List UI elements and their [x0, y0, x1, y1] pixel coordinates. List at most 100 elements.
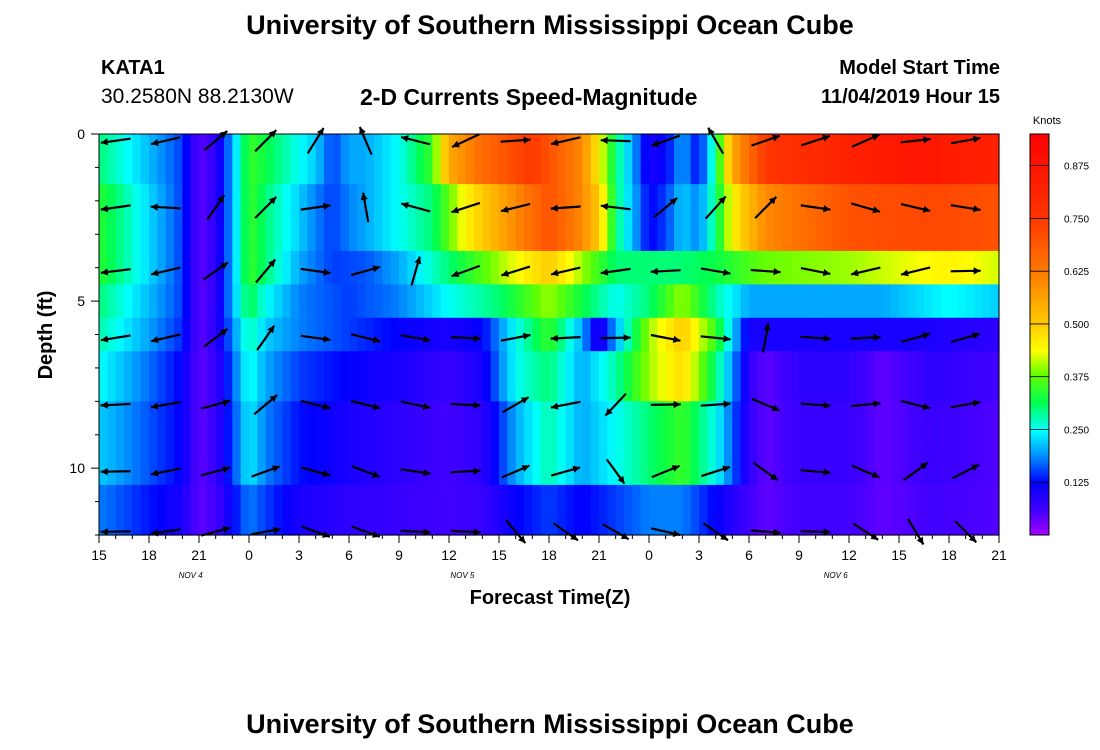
- date-label: NOV 5: [450, 571, 475, 580]
- heatmap-cell: [640, 484, 650, 536]
- heatmap-cell: [915, 284, 925, 319]
- heatmap-cell: [424, 401, 433, 486]
- heatmap-cell: [640, 317, 650, 352]
- heatmap-cell: [857, 184, 867, 252]
- heatmap-cell: [457, 284, 467, 319]
- x-tick-label: 15: [891, 547, 907, 563]
- heatmap-cell: [515, 484, 525, 536]
- heatmap-cell: [774, 250, 783, 285]
- heatmap-cell: [457, 184, 467, 252]
- heatmap-cell: [190, 284, 200, 319]
- heatmap-cell: [632, 134, 642, 185]
- heatmap-cell: [257, 401, 267, 486]
- heatmap-cell: [324, 184, 333, 252]
- heatmap-cell: [499, 184, 508, 252]
- heatmap-cell: [682, 317, 692, 352]
- heatmap-cell: [357, 351, 367, 402]
- heatmap-cell: [940, 317, 950, 352]
- heatmap-cell: [815, 484, 825, 536]
- heatmap-cell: [657, 351, 667, 402]
- current-vector-arrow: [550, 204, 581, 212]
- heatmap-cell: [874, 401, 883, 486]
- heatmap-cell: [790, 484, 800, 536]
- heatmap-cell: [624, 484, 633, 536]
- heatmap-cell: [982, 317, 992, 352]
- heatmap-cell: [924, 401, 933, 486]
- heatmap-cell: [224, 250, 233, 285]
- heatmap-cell: [274, 250, 283, 285]
- heatmap-cell: [974, 134, 983, 185]
- heatmap-cell: [190, 134, 200, 185]
- heatmap-cell: [890, 351, 900, 402]
- heatmap-cell: [190, 484, 200, 536]
- heatmap-cell: [432, 134, 442, 185]
- heatmap-cell: [724, 284, 733, 319]
- heatmap-cell: [232, 401, 242, 486]
- current-vector-arrow: [700, 400, 731, 408]
- vector-head: [473, 334, 481, 342]
- heatmap-cell: [574, 317, 583, 352]
- current-vector-arrow: [400, 202, 431, 213]
- heatmap-cell: [615, 351, 625, 402]
- current-vector-arrow: [550, 400, 581, 410]
- heatmap-cell: [324, 484, 333, 536]
- vector-head: [669, 197, 678, 206]
- heatmap-cell: [715, 250, 725, 285]
- vector-head: [672, 335, 681, 343]
- heatmap-cell: [740, 284, 750, 319]
- heatmap-cell: [674, 351, 683, 402]
- heatmap-cell: [982, 250, 992, 285]
- heatmap-cell: [349, 484, 358, 536]
- heatmap-cell: [432, 351, 442, 402]
- heatmap-cell: [532, 484, 542, 536]
- heatmap-cell: [482, 184, 492, 252]
- heatmap-cell: [774, 184, 783, 252]
- vector-head: [359, 126, 366, 135]
- heatmap-cell: [607, 250, 617, 285]
- vector-head: [972, 135, 981, 143]
- vector-head: [372, 336, 381, 344]
- heatmap-cell: [757, 401, 767, 486]
- heatmap-cell: [632, 317, 642, 352]
- heatmap-cell: [315, 250, 325, 285]
- station-id: KATA1: [101, 57, 165, 79]
- heatmap-cell: [724, 317, 733, 352]
- heatmap-cell: [557, 134, 567, 185]
- heatmap-cell: [190, 401, 200, 486]
- heatmap-cell: [157, 184, 167, 252]
- heatmap-cell: [940, 401, 950, 486]
- heatmap-cell: [849, 284, 858, 319]
- heatmap-cell: [749, 401, 758, 486]
- heatmap-cell: [282, 317, 292, 352]
- heatmap-cell: [624, 134, 633, 185]
- heatmap-cell: [199, 284, 208, 319]
- heatmap-cell: [932, 250, 942, 285]
- heatmap-cell: [132, 401, 142, 486]
- vector-head: [570, 533, 578, 541]
- current-vector-arrow: [604, 392, 627, 417]
- heatmap-cell: [657, 284, 667, 319]
- heatmap-cell: [365, 134, 375, 185]
- heatmap-cell: [990, 184, 1000, 252]
- heatmap-cell: [365, 184, 375, 252]
- heatmap-cell: [774, 317, 783, 352]
- heatmap-cell: [990, 484, 1000, 536]
- current-vector-arrow: [800, 267, 831, 277]
- heatmap-cell: [340, 184, 350, 252]
- heatmap-cell: [857, 351, 867, 402]
- x-tick-label: 9: [395, 547, 403, 563]
- current-vector-arrow: [150, 467, 181, 477]
- heatmap-cell: [865, 184, 875, 252]
- vector-head: [600, 268, 609, 276]
- heatmap-cell: [307, 134, 317, 185]
- heatmap-cell: [682, 134, 692, 185]
- heatmap-cell: [749, 317, 758, 352]
- heatmap-cell: [915, 317, 925, 352]
- vector-head: [973, 267, 981, 275]
- heatmap-cell: [532, 134, 542, 185]
- vector-head: [823, 401, 831, 409]
- heatmap-cell: [807, 351, 817, 402]
- heatmap-cell: [157, 134, 167, 185]
- heatmap-cell: [674, 134, 683, 185]
- vector-head: [650, 267, 658, 275]
